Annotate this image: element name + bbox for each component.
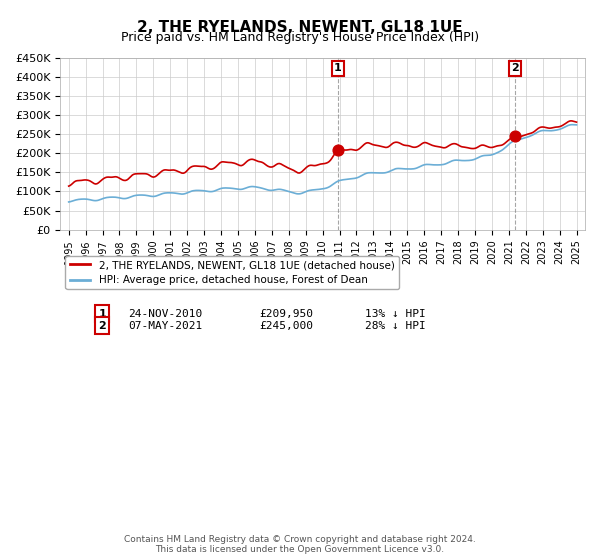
Point: [333, 145, 343, 154]
Text: £245,000: £245,000: [260, 320, 314, 330]
Text: 07-MAY-2021: 07-MAY-2021: [128, 320, 203, 330]
Legend: 2, THE RYELANDS, NEWENT, GL18 1UE (detached house), HPI: Average price, detached: 2, THE RYELANDS, NEWENT, GL18 1UE (detac…: [65, 256, 399, 290]
Text: Price paid vs. HM Land Registry's House Price Index (HPI): Price paid vs. HM Land Registry's House …: [121, 31, 479, 44]
Point: [510, 132, 520, 141]
Text: 1: 1: [98, 309, 106, 319]
Text: 2: 2: [511, 63, 518, 73]
Text: £209,950: £209,950: [260, 309, 314, 319]
Text: 28% ↓ HPI: 28% ↓ HPI: [365, 320, 425, 330]
Text: 2: 2: [98, 320, 106, 330]
Text: 1: 1: [334, 63, 342, 73]
Text: 13% ↓ HPI: 13% ↓ HPI: [365, 309, 425, 319]
Text: 24-NOV-2010: 24-NOV-2010: [128, 309, 203, 319]
Text: 2, THE RYELANDS, NEWENT, GL18 1UE: 2, THE RYELANDS, NEWENT, GL18 1UE: [137, 20, 463, 35]
Text: Contains HM Land Registry data © Crown copyright and database right 2024.
This d: Contains HM Land Registry data © Crown c…: [124, 535, 476, 554]
